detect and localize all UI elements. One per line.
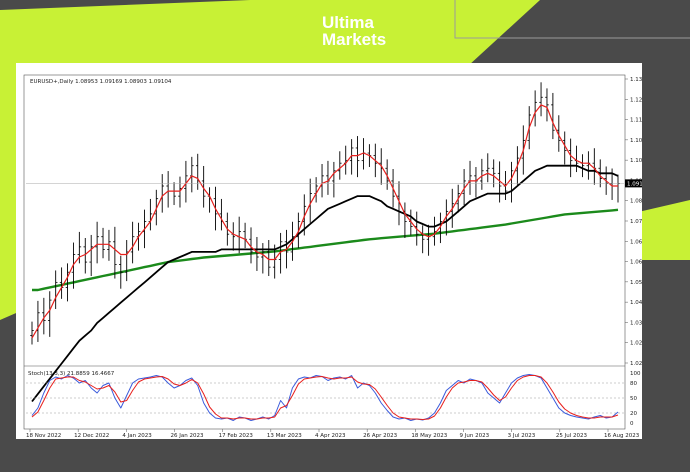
x-tick-label: 16 Aug 2023 [604, 433, 640, 439]
y-tick-label: 1.12420 [630, 97, 642, 103]
y-tick-label: 1.05220 [630, 280, 642, 286]
x-tick-label: 12 Dec 2022 [74, 433, 109, 439]
y-tick-label: 1.03620 [630, 320, 642, 326]
ma-slow-line [32, 208, 619, 292]
x-tick-label: 18 May 2023 [411, 433, 447, 439]
y-tick-label: 1.08420 [630, 199, 642, 205]
chart-card: EURUSD+,Daily 1.08953 1.09169 1.08903 1.… [16, 63, 642, 439]
y-tick-label: 1.13220 [630, 77, 642, 83]
stoch-y-tick-label: 0 [630, 421, 634, 427]
brand-line-1: Ultima [322, 13, 374, 32]
y-tick-label: 1.02820 [630, 341, 642, 347]
x-tick-label: 13 Mar 2023 [267, 433, 302, 439]
brand-logo: Ultima Markets [292, 14, 386, 48]
ultima-markets-logo-icon [293, 14, 307, 48]
y-tick-label: 1.11620 [630, 118, 642, 124]
ma-fast-line [31, 104, 618, 339]
x-tick-label: 26 Jan 2023 [171, 433, 204, 439]
x-tick-label: 4 Apr 2023 [315, 433, 346, 439]
stoch-label: Stoch(13,3,3) 21.8859 16.4667 [28, 371, 115, 377]
y-tick-label: 1.07620 [630, 219, 642, 225]
stoch-y-tick-label: 50 [630, 396, 637, 402]
x-tick-label: 9 Jun 2023 [460, 433, 490, 439]
y-tick-label: 1.02020 [630, 361, 642, 367]
x-tick-label: 4 Jan 2023 [122, 433, 152, 439]
current-price-tag [625, 179, 642, 188]
x-tick-label: 3 Jul 2023 [508, 433, 536, 439]
x-tick-label: 18 Nov 2022 [26, 433, 61, 439]
x-tick-label: 17 Feb 2023 [219, 433, 254, 439]
current-price-label: 1.09104 [627, 181, 642, 187]
eurusd-chart: EURUSD+,Daily 1.08953 1.09169 1.08903 1.… [23, 74, 642, 439]
chart-frame [23, 74, 626, 430]
stoch-y-tick-label: 80 [630, 381, 637, 387]
y-tick-label: 1.06820 [630, 239, 642, 245]
x-tick-label: 25 Jul 2023 [556, 433, 588, 439]
y-tick-label: 1.04420 [630, 300, 642, 306]
brand-line-2: Markets [322, 30, 387, 49]
y-tick-label: 1.10020 [630, 158, 642, 164]
deco-line [454, 0, 690, 39]
stoch-d-line [31, 375, 619, 420]
chart-title: EURUSD+,Daily 1.08953 1.09169 1.08903 1.… [30, 79, 172, 85]
stoch-y-tick-label: 100 [630, 371, 641, 377]
x-tick-label: 26 Apr 2023 [363, 433, 398, 439]
y-tick-label: 1.06020 [630, 260, 642, 266]
stoch-k-line [31, 374, 619, 421]
y-tick-label: 1.10820 [630, 138, 642, 144]
stoch-y-tick-label: 20 [630, 411, 637, 417]
